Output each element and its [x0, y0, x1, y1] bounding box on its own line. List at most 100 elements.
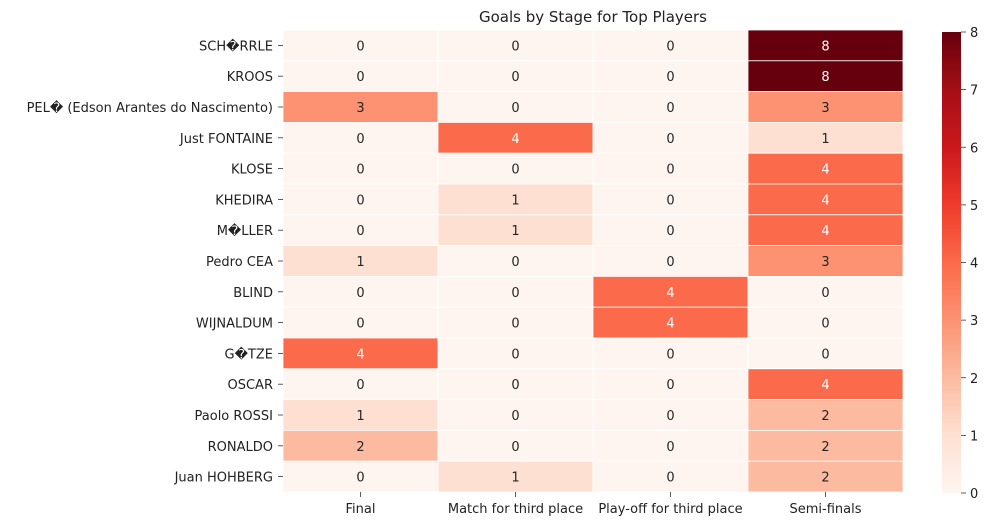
cell-value-label: 0 — [666, 255, 674, 270]
cell-value-label: 0 — [666, 132, 674, 147]
colorbar-tick-label: 1 — [970, 429, 978, 444]
cell-value-label: 0 — [511, 101, 519, 116]
cell-value-label: 0 — [666, 163, 674, 178]
cell-value-label: 1 — [356, 255, 364, 270]
cell-value-label: 0 — [511, 440, 519, 455]
heatmap-cell — [747, 122, 904, 154]
heatmap-cell — [747, 429, 904, 462]
cell-value-label: 2 — [821, 471, 829, 486]
cell-value-label: 0 — [511, 255, 519, 270]
cell-value-label: 0 — [666, 347, 674, 362]
colorbar-tick-label: 4 — [970, 257, 978, 272]
cell-value-label: 1 — [511, 224, 519, 239]
heatmap-cell — [282, 183, 439, 216]
heatmap-cell — [747, 337, 904, 370]
heatmap-cell — [282, 399, 439, 431]
colorbar-tick-label: 0 — [970, 487, 978, 502]
cell-value-label: 1 — [821, 132, 829, 147]
colorbar-gradient — [942, 32, 961, 493]
heatmap-cell — [437, 306, 594, 339]
cell-value-label: 4 — [821, 193, 829, 208]
heatmap-cell — [437, 29, 594, 62]
cell-value-label: 0 — [511, 70, 519, 85]
cell-value-label: 0 — [356, 70, 364, 85]
heatmap-cell — [747, 60, 904, 92]
cell-value-label: 0 — [666, 70, 674, 85]
heatmap-cell — [592, 460, 749, 493]
row-label: Just FONTAINE — [179, 132, 273, 147]
heatmap-cell — [747, 183, 904, 216]
colorbar-tick-label: 5 — [970, 199, 978, 214]
column-label: Match for third place — [448, 502, 583, 517]
row-label: RONALDO — [208, 440, 273, 455]
cell-value-label: 1 — [356, 409, 364, 424]
column-label: Play-off for third place — [598, 502, 742, 517]
heatmap-cell — [592, 368, 749, 400]
row-labels: SCH�RRLE KROOS PEL� (Edson Arantes do Nasc… — [27, 37, 283, 486]
heatmap-cells — [282, 29, 904, 493]
cell-value-label: 4 — [821, 224, 829, 239]
cell-value-label: 8 — [821, 39, 829, 54]
heatmap-cell — [437, 91, 594, 123]
colorbar: 0 1 2 3 4 5 6 7 8 — [942, 26, 978, 502]
heatmap-cell — [437, 368, 594, 400]
cell-value-label: 0 — [821, 286, 829, 301]
cell-value-label: 0 — [356, 193, 364, 208]
row-label: Pedro CEA — [206, 255, 273, 270]
cell-value-label: 0 — [511, 347, 519, 362]
row-label: WIJNALDUM — [196, 317, 273, 332]
cell-value-label: 0 — [356, 286, 364, 301]
row-label: KLOSE — [231, 163, 273, 178]
heatmap-cell — [437, 152, 594, 185]
cell-value-label: 2 — [821, 440, 829, 455]
cell-value-label: 0 — [511, 378, 519, 393]
colorbar-tick-label: 3 — [970, 314, 978, 329]
column-label: Final — [346, 502, 376, 517]
row-label: PEL� (Edson Arantes do Nascimento) — [27, 99, 273, 116]
heatmap-cell — [437, 429, 594, 462]
cell-value-label: 4 — [356, 347, 364, 362]
cell-value-label: 0 — [356, 378, 364, 393]
heatmap-cell — [747, 275, 904, 308]
cell-value-label: 0 — [666, 193, 674, 208]
cell-value-label: 4 — [666, 286, 674, 301]
cell-value-label: 3 — [821, 101, 829, 116]
column-label: Semi-finals — [790, 502, 862, 517]
chart-title: Goals by Stage for Top Players — [479, 8, 707, 26]
heatmap-cell — [592, 29, 749, 62]
heatmap-cell — [747, 214, 904, 247]
cell-value-label: 2 — [356, 440, 364, 455]
heatmap-cell — [592, 152, 749, 185]
heatmap-cell — [437, 60, 594, 92]
colorbar-tick-label: 8 — [970, 26, 978, 41]
heatmap-cell — [747, 91, 904, 123]
colorbar-tick-label: 7 — [970, 84, 978, 99]
cell-value-label: 0 — [666, 440, 674, 455]
cell-value-label: 0 — [356, 163, 364, 178]
cell-value-label: 4 — [821, 163, 829, 178]
heatmap-cell — [747, 29, 904, 62]
cell-value-label: 0 — [511, 163, 519, 178]
cell-value-label: 0 — [511, 409, 519, 424]
row-label: Juan HOHBERG — [174, 471, 273, 486]
heatmap-cell — [747, 368, 904, 400]
cell-value-label: 4 — [821, 378, 829, 393]
heatmap-cell — [592, 429, 749, 462]
row-label: KROOS — [227, 70, 273, 85]
cell-value-label: 0 — [356, 317, 364, 332]
cell-value-label: 0 — [356, 471, 364, 486]
heatmap-cell — [437, 122, 594, 154]
cell-value-label: 4 — [666, 317, 674, 332]
row-label: BLIND — [233, 286, 273, 301]
row-label: OSCAR — [228, 378, 274, 393]
heatmap-cell — [592, 306, 749, 339]
row-label: SCH�RRLE — [199, 37, 273, 54]
row-label: G�TZE — [225, 345, 273, 362]
cell-value-label: 0 — [666, 378, 674, 393]
cell-value-label: 3 — [821, 255, 829, 270]
cell-value-label: 3 — [356, 101, 364, 116]
heatmap-cell — [592, 245, 749, 277]
heatmap-cell — [437, 183, 594, 216]
colorbar-ticks: 0 1 2 3 4 5 6 7 8 — [961, 26, 978, 502]
